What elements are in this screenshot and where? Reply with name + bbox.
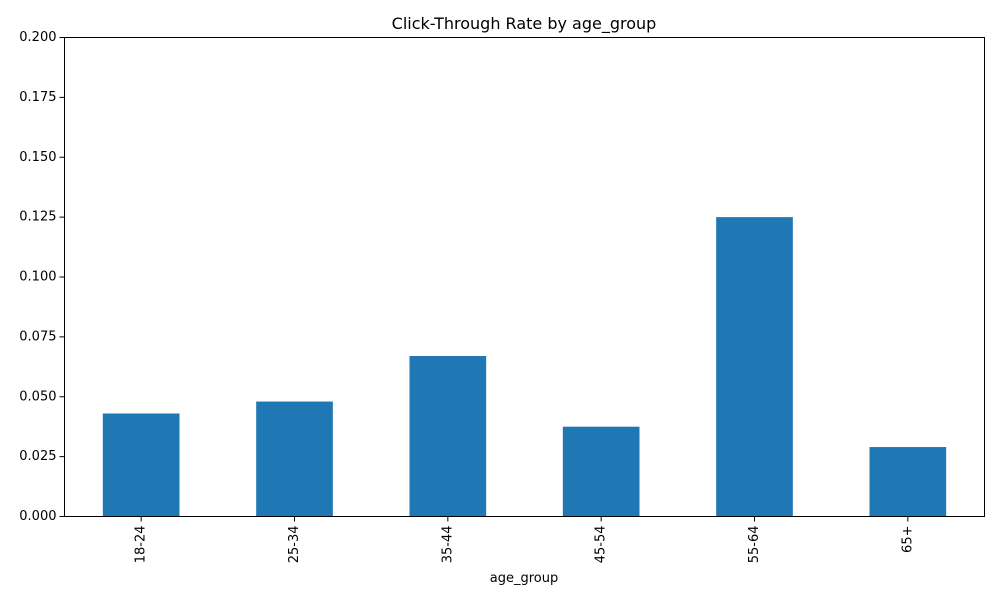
- x-tick-label: 65+: [900, 526, 915, 553]
- bar-25-34: [256, 401, 333, 517]
- bar-45-54: [562, 426, 640, 517]
- x-tick-label: 18-24: [134, 526, 149, 564]
- y-tick-label: 0.025: [19, 449, 56, 464]
- x-tick-label: 35-44: [440, 526, 455, 564]
- x-axis: 18-24 25-34 35-44 45-54 55-64 65+: [134, 516, 915, 564]
- x-axis-label: age_group: [490, 571, 558, 586]
- x-tick-label: 25-34: [287, 526, 302, 564]
- y-tick-label: 0.075: [19, 329, 56, 344]
- y-tick-label: 0.175: [19, 90, 56, 105]
- bar-35-44: [409, 356, 487, 517]
- plot-frame: [64, 37, 985, 517]
- x-tick-label: 55-64: [747, 526, 762, 564]
- x-tick-label: 45-54: [594, 526, 609, 564]
- bars-layer: [102, 217, 947, 517]
- y-tick-label: 0.125: [19, 210, 56, 225]
- y-tick-label: 0.100: [19, 270, 56, 285]
- y-tick-label: 0.200: [19, 30, 56, 45]
- y-axis: 0.000 0.025 0.050 0.075 0.100 0.125 0.150 0.175…: [19, 30, 65, 524]
- y-tick-label: 0.000: [19, 509, 56, 524]
- bar-18-24: [102, 413, 180, 517]
- bar-55-64: [716, 217, 793, 517]
- bar-65+: [869, 447, 947, 517]
- y-tick-label: 0.050: [19, 389, 56, 404]
- chart-title: Click-Through Rate by age_group: [392, 14, 657, 34]
- y-tick-label: 0.150: [19, 150, 56, 165]
